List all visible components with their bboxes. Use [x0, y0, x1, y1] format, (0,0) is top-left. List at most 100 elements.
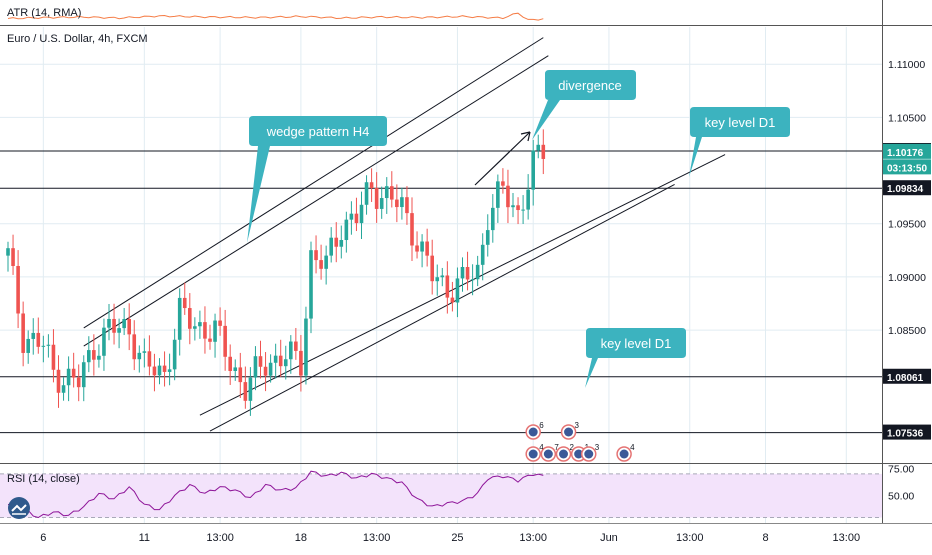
candle-body — [455, 278, 460, 303]
candle-body — [430, 255, 434, 282]
channel-line — [83, 37, 544, 329]
channel-line — [83, 55, 549, 347]
candle-body — [425, 241, 429, 256]
candle-body — [76, 377, 81, 388]
candle-body — [304, 318, 308, 376]
time-tick-label: 11 — [139, 532, 150, 544]
event-count: 4 — [539, 443, 544, 452]
price-label-box — [883, 180, 931, 196]
candle-body — [263, 366, 268, 376]
event-flag-inner — [564, 427, 574, 437]
candle-body — [177, 297, 182, 340]
price-tick-label: 1.10500 — [888, 112, 926, 124]
candle-body — [541, 144, 546, 159]
rsi-legend: RSI (14, close) — [7, 473, 80, 485]
candle-body — [71, 368, 76, 378]
time-tick-label: 13:00 — [206, 532, 234, 544]
candle-body — [480, 244, 485, 265]
candle-body — [137, 352, 142, 360]
channel-line — [209, 183, 675, 432]
atr-line — [7, 12, 544, 21]
key-level-bottom-callout[interactable]: key level D1 — [585, 328, 686, 388]
event-flag-inner — [559, 449, 568, 459]
time-tick-label: 6 — [40, 532, 46, 544]
key-level-top-callout[interactable]: key level D1 — [689, 107, 790, 177]
candle-body — [410, 213, 414, 246]
price-label: 03:13:50 — [887, 163, 927, 174]
price-label: 1.10176 — [887, 148, 924, 159]
price-tick-label: 1.08500 — [888, 325, 926, 337]
candle-body — [203, 322, 207, 339]
divergence-callout[interactable]: divergence — [532, 70, 636, 140]
candle-body — [92, 350, 96, 360]
candle-body — [112, 318, 116, 333]
key-level-top-callout-text: key level D1 — [705, 115, 776, 130]
candle-body — [506, 185, 510, 208]
candle-body — [521, 209, 525, 211]
candle-body — [339, 240, 344, 247]
candle-body — [349, 213, 354, 220]
time-tick-label: 13:00 — [519, 532, 547, 544]
candle-body — [268, 362, 273, 376]
candle-body — [460, 267, 465, 279]
candle-body — [324, 255, 328, 269]
time-tick-label: 8 — [762, 532, 768, 544]
candle-body — [223, 325, 227, 357]
time-tick-label: 13:00 — [363, 532, 391, 544]
candle-body — [435, 277, 440, 282]
candle-body — [526, 189, 530, 210]
candle-body — [319, 260, 323, 269]
candle-body — [152, 366, 157, 376]
candle-body — [142, 351, 147, 353]
grid — [0, 27, 882, 523]
price-tick-label: 1.11000 — [888, 59, 925, 71]
candle-body — [56, 369, 61, 393]
candle-body — [213, 320, 217, 342]
candle-body — [228, 356, 232, 371]
candle-body — [390, 186, 394, 200]
price-label-box — [883, 368, 931, 384]
event-flag-inner — [619, 449, 629, 459]
rsi-tick-label: 75.00 — [888, 463, 914, 475]
event-count: 3 — [575, 421, 580, 430]
time-tick-label: 18 — [295, 532, 307, 544]
candle-body — [102, 327, 106, 356]
atr-pane — [7, 12, 544, 21]
candles — [6, 129, 546, 416]
time-tick-label: Jun — [600, 532, 618, 544]
candle-body — [122, 319, 126, 329]
candle-body — [97, 355, 101, 360]
candle-body — [132, 334, 137, 360]
rsi-band — [0, 473, 882, 518]
candle-body — [374, 187, 379, 209]
key-levels — [0, 150, 882, 434]
candle-body — [16, 265, 20, 314]
economic-events: 63472134 — [525, 421, 635, 462]
wedge-lines — [83, 37, 726, 432]
candle-body — [147, 351, 152, 367]
candle-body — [329, 237, 333, 256]
wedge-callout[interactable]: wedge pattern H4 — [247, 116, 387, 243]
candle-body — [61, 385, 66, 393]
candle-body — [309, 250, 313, 319]
candle-body — [299, 350, 303, 376]
event-flag-inner — [528, 427, 538, 437]
candle-body — [278, 355, 283, 367]
event-count: 3 — [595, 443, 600, 452]
candle-body — [253, 356, 258, 378]
candle-body — [117, 328, 121, 333]
candle-body — [248, 377, 253, 401]
candle-body — [21, 313, 25, 353]
event-count: 6 — [539, 421, 544, 430]
candle-body — [36, 332, 41, 347]
candle-body — [31, 332, 36, 339]
candle-body — [66, 368, 71, 386]
price-label-box — [883, 159, 931, 175]
candle-body — [208, 338, 212, 342]
logo-icon[interactable] — [8, 497, 30, 519]
price-label: 1.08061 — [887, 373, 924, 384]
candle-body — [334, 237, 339, 247]
rsi-pane: 75.00 50.00 — [0, 463, 914, 519]
